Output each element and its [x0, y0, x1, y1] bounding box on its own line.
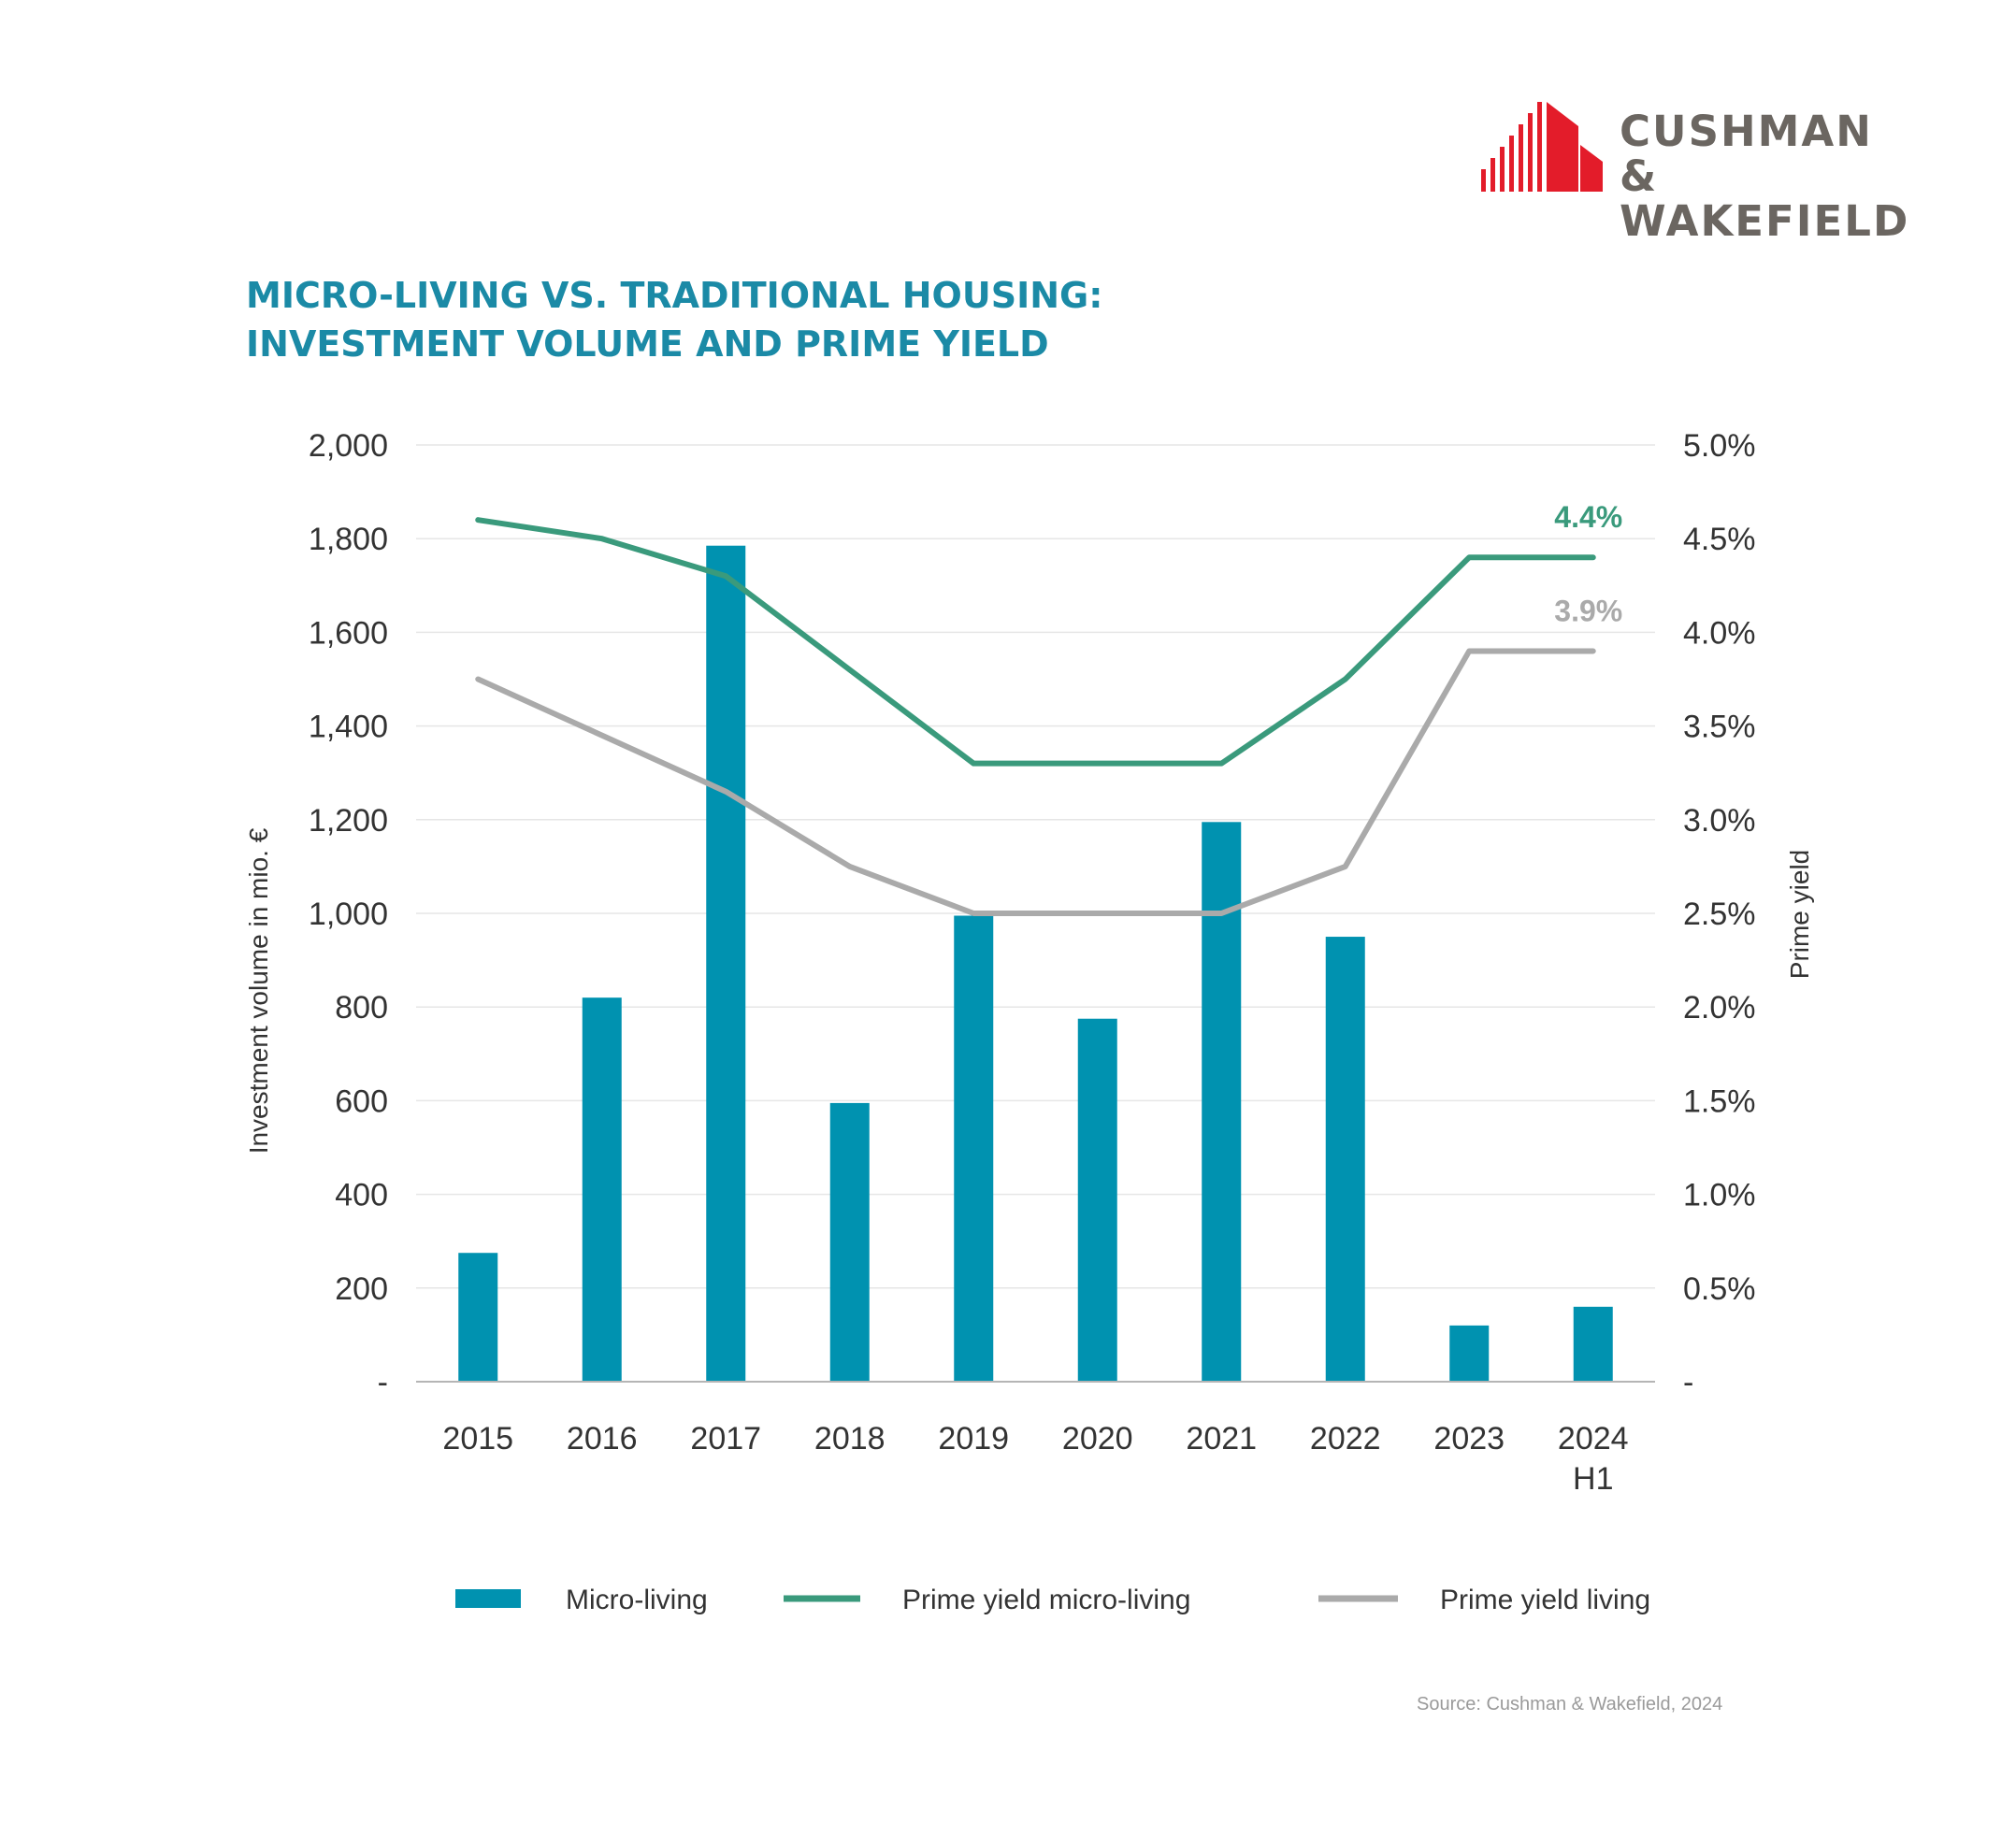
y-tick-label: 1,200: [309, 803, 388, 839]
x-tick-label: H1: [1573, 1461, 1613, 1497]
logo-wordmark: CUSHMAN & WAKEFIELD: [1620, 109, 1917, 244]
y2-tick-label: -: [1683, 1365, 1693, 1400]
logo-line-1: CUSHMAN &: [1620, 107, 1873, 201]
legend: Micro-living Prime yield micro-living Prim…: [455, 1585, 1650, 1615]
chart-title-line-2: INVESTMENT VOLUME AND PRIME YIELD: [246, 323, 1049, 365]
y-tick-label: 2,000: [309, 428, 388, 464]
labels: - 200 400 600 800 1,000 1,200 1,400 1,600 1,800 2,…: [244, 428, 1814, 1497]
y-tick-label: 1,400: [309, 710, 388, 745]
y2-tick-label: 0.5%: [1683, 1271, 1756, 1307]
logo-block: [1580, 145, 1603, 192]
chart-title: MICRO-LIVING VS. TRADITIONAL HOUSING: IN…: [246, 271, 1102, 368]
chart-title-line-1: MICRO-LIVING VS. TRADITIONAL HOUSING:: [246, 275, 1103, 316]
line-prime-yield-micro-living: [475, 517, 1596, 767]
legend-label: Micro-living: [566, 1585, 708, 1615]
y2-tick-label: 3.0%: [1683, 803, 1756, 839]
legend-label: Prime yield micro-living: [902, 1585, 1190, 1615]
legend-swatch-bar: [455, 1589, 521, 1608]
bar: [1449, 1325, 1490, 1382]
y2-tick-label: 4.5%: [1683, 522, 1756, 557]
logo-bar: [1509, 136, 1514, 192]
x-tick-label: 2020: [1062, 1421, 1133, 1456]
bar: [706, 545, 746, 1382]
x-tick-label: 2022: [1310, 1421, 1381, 1456]
data-label: 4.4%: [1554, 500, 1622, 534]
line-prime-yield-living: [475, 648, 1596, 916]
y-tick-label: -: [378, 1365, 388, 1400]
bar: [1077, 1018, 1117, 1382]
x-tick-label: 2017: [690, 1421, 761, 1456]
bar: [1573, 1306, 1613, 1382]
x-tick-label: 2018: [814, 1421, 886, 1456]
bar: [582, 997, 622, 1382]
y-tick-label: 200: [335, 1271, 388, 1307]
bar-series: [458, 545, 1613, 1382]
logo-bar: [1500, 147, 1505, 192]
y-tick-label: 600: [335, 1083, 388, 1119]
x-tick-label: 2024: [1558, 1421, 1629, 1456]
y2-tick-label: 1.0%: [1683, 1178, 1756, 1213]
y-tick-label: 1,600: [309, 615, 388, 651]
bar: [458, 1253, 498, 1382]
line-series: [475, 517, 1596, 916]
logo-bar: [1481, 169, 1486, 192]
logo-bar: [1490, 158, 1495, 192]
logo-bar: [1528, 113, 1533, 192]
y2-tick-label: 2.0%: [1683, 990, 1756, 1026]
bar: [954, 915, 994, 1382]
y2-tick-label: 5.0%: [1683, 428, 1756, 464]
logo-building-icon: [1481, 102, 1603, 192]
cushman-wakefield-logo: CUSHMAN & WAKEFIELD: [1477, 98, 1917, 244]
x-tick-label: 2023: [1433, 1421, 1505, 1456]
y-tick-label: 400: [335, 1178, 388, 1213]
source-note: Source: Cushman & Wakefield, 2024: [1417, 1694, 1723, 1714]
y2-axis-title: Prime yield: [1785, 850, 1814, 979]
y-axis-title: Investment volume in mio. €: [244, 827, 273, 1154]
data-label: 3.9%: [1554, 594, 1622, 627]
bar: [1325, 937, 1365, 1382]
y-tick-label: 1,000: [309, 897, 388, 932]
logo-bar: [1537, 102, 1542, 192]
bar: [829, 1102, 870, 1382]
y2-tick-label: 3.5%: [1683, 710, 1756, 745]
logo-line-2: WAKEFIELD: [1620, 196, 1910, 246]
legend-label: Prime yield living: [1440, 1585, 1650, 1615]
x-tick-label: 2015: [442, 1421, 513, 1456]
gridlines: [416, 444, 1655, 1289]
y2-tick-label: 2.5%: [1683, 897, 1756, 932]
logo-bar: [1519, 124, 1523, 192]
x-tick-label: 2021: [1186, 1421, 1257, 1456]
logo-block: [1547, 102, 1578, 192]
y2-tick-label: 4.0%: [1683, 615, 1756, 651]
y-tick-label: 1,800: [309, 522, 388, 557]
x-tick-label: 2019: [938, 1421, 1009, 1456]
y2-tick-label: 1.5%: [1683, 1083, 1756, 1119]
y-tick-label: 800: [335, 990, 388, 1026]
x-tick-label: 2016: [567, 1421, 638, 1456]
